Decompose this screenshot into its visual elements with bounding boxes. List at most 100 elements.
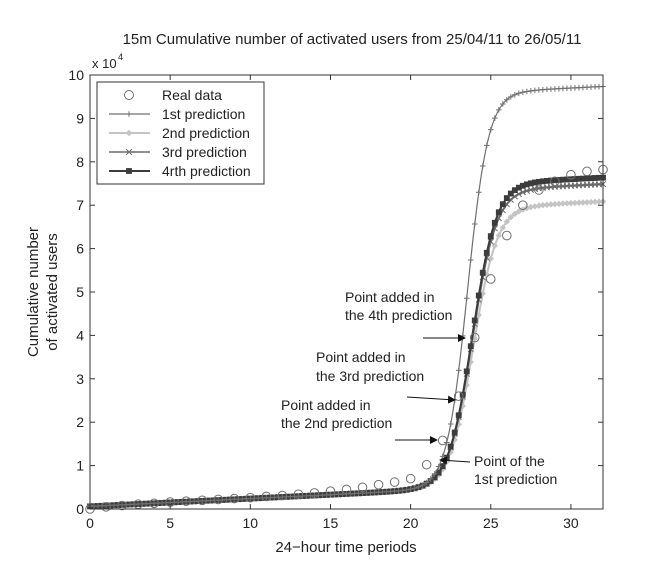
series-1-point <box>435 463 442 470</box>
series-1-point <box>479 163 486 169</box>
legend-series-4-marker <box>126 168 132 174</box>
series-1-point <box>423 479 430 486</box>
y-tick-label: 2 <box>76 414 84 430</box>
real-data-point <box>293 489 304 500</box>
annotation-1: Point added in the 4th prediction <box>345 289 466 342</box>
annotation-4: Point of the 1st prediction <box>439 453 557 487</box>
series-4-point <box>495 209 502 216</box>
x-tick-label: 10 <box>243 515 259 531</box>
real-data-point <box>485 274 496 284</box>
real-data-point <box>149 498 159 509</box>
real-data-point <box>566 170 576 180</box>
series-4-point <box>471 317 478 324</box>
annotation-2-line1: Point added in <box>316 349 406 365</box>
legend-series-2-marker <box>125 129 133 137</box>
legend-series-2-label: 2nd prediction <box>162 125 250 141</box>
series-1-point <box>419 482 426 488</box>
series-4-point <box>487 233 494 240</box>
series-1-point <box>508 94 514 100</box>
real-data-point <box>341 484 352 495</box>
series-4-point <box>503 195 510 201</box>
x-axis-label: 24−hour time periods <box>275 539 416 556</box>
x-tick-label: 20 <box>403 515 419 531</box>
legend-series-3-label: 3rd prediction <box>162 144 247 160</box>
series-2-point <box>503 218 511 225</box>
x-tick-label: 30 <box>563 515 579 531</box>
real-data-point <box>469 332 480 343</box>
y-tick-label: 5 <box>76 284 84 300</box>
series-2-point <box>487 255 495 262</box>
series-1-point <box>504 97 510 103</box>
real-data-point <box>309 488 320 498</box>
legend-real-data-marker <box>124 90 134 100</box>
y-multiplier-exponent: 4 <box>118 52 123 62</box>
series-1-point <box>500 101 506 107</box>
series-1-point <box>520 89 526 96</box>
legend-item-real-data: Real data <box>124 87 222 103</box>
series-2-point <box>499 224 507 231</box>
x-tick-label: 25 <box>483 515 499 531</box>
y-tick-label: 9 <box>76 110 84 126</box>
real-data-point <box>325 486 336 497</box>
chart-title: 15m Cumulative number of activated users… <box>123 31 582 48</box>
series-1-point <box>415 484 422 490</box>
series-1-point <box>512 91 518 98</box>
legend: Real data 1st prediction 2nd prediction … <box>96 81 265 185</box>
series-4-point <box>507 190 514 197</box>
legend-series-1-marker-glyph <box>126 111 132 117</box>
series-4-point <box>491 219 498 226</box>
y-axis-label-line1: Cumulative number <box>25 227 42 357</box>
real-data-point <box>245 492 256 503</box>
series-1-point <box>483 142 490 149</box>
real-data-point <box>534 185 544 195</box>
annotation-4-arrow <box>439 456 471 465</box>
series-4-point <box>455 412 462 419</box>
y-tick-label: 6 <box>76 241 84 257</box>
legend-series-4-marker-glyph <box>126 168 132 174</box>
real-data-point <box>101 502 111 512</box>
series-1-point <box>403 487 410 493</box>
y-tick-label: 8 <box>76 154 84 170</box>
series-1-point <box>407 486 414 492</box>
series-4-point <box>475 292 482 299</box>
real-data-point <box>261 491 272 502</box>
series-4-point <box>467 343 474 350</box>
x-tick-label: 0 <box>86 515 94 531</box>
series-4-point <box>479 269 486 276</box>
annotation-3-line1: Point added in <box>281 397 371 413</box>
series-4-point <box>499 201 506 208</box>
real-data-point <box>181 496 191 506</box>
real-data-point <box>117 500 127 511</box>
real-data-point <box>213 494 224 505</box>
y-tick-label: 4 <box>76 327 84 343</box>
legend-series-3-marker-glyph <box>125 148 133 156</box>
x-tick-label: 5 <box>166 515 174 531</box>
annotation-2-line2: the 3rd prediction <box>316 368 424 384</box>
series-1-point <box>411 485 418 492</box>
annotation-4-line2: 1st prediction <box>474 471 557 487</box>
annotation-3-line2: the 2nd prediction <box>281 415 392 431</box>
legend-real-data-label: Real data <box>162 87 222 103</box>
series-1-point <box>427 476 434 482</box>
legend-series-3-marker <box>125 148 133 156</box>
real-data-point <box>229 493 240 504</box>
real-data-point <box>357 482 368 493</box>
real-data-point <box>373 479 384 490</box>
legend-item-series-2: 2nd prediction <box>109 125 250 141</box>
real-data-point <box>518 200 528 210</box>
x-tick-label: 15 <box>323 515 339 531</box>
real-data-point <box>277 490 288 501</box>
series-2-point <box>511 210 519 218</box>
real-data-point <box>389 477 400 487</box>
y-tick-label: 10 <box>68 67 84 83</box>
series-2-point <box>507 213 515 221</box>
annotation-2-arrow <box>406 395 456 404</box>
y-axis-ticks: 0 1 2 3 4 5 6 7 8 9 10 <box>68 67 603 517</box>
annotation-3: Point added in the 2nd prediction <box>281 397 438 444</box>
real-data-point <box>502 230 512 241</box>
x-axis-ticks: 0 5 10 15 20 25 30 <box>86 75 579 531</box>
annotation-1-line2: the 4th prediction <box>345 307 452 323</box>
series-1-point <box>524 88 530 95</box>
